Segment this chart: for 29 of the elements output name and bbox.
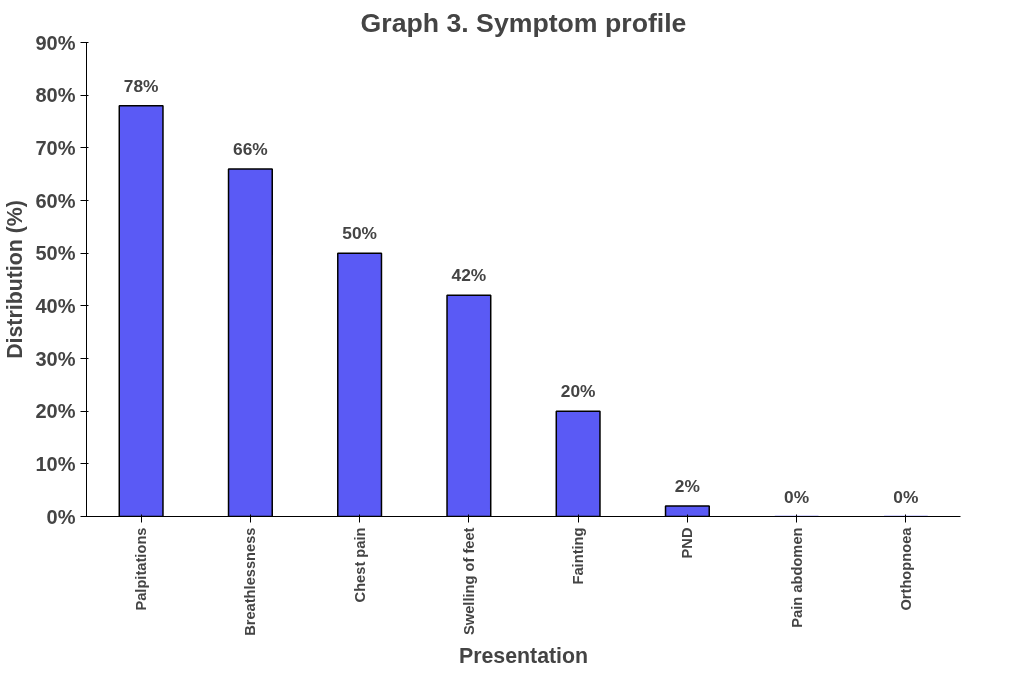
x-tick-label: Palpitations bbox=[133, 527, 150, 611]
x-tick-label: Chest pain bbox=[351, 527, 368, 603]
y-tick-label: 0% bbox=[46, 505, 76, 528]
chart-title: Graph 3. Symptom profile bbox=[360, 7, 687, 38]
data-label: 50% bbox=[342, 223, 377, 244]
x-tick-label: PND bbox=[679, 527, 696, 559]
y-tick-label: 20% bbox=[35, 400, 76, 423]
y-tick-label: 70% bbox=[35, 136, 76, 159]
data-label: 0% bbox=[784, 486, 810, 507]
x-tick-label: Fainting bbox=[570, 527, 587, 585]
data-label: 20% bbox=[560, 381, 596, 402]
y-axis-title: Distribution (%) bbox=[3, 200, 28, 359]
y-tick-label: 10% bbox=[35, 452, 76, 475]
x-tick-label: Breathlessness bbox=[242, 527, 259, 636]
data-label: 42% bbox=[451, 265, 487, 286]
data-label: 2% bbox=[674, 475, 700, 496]
x-tick-label: Swelling of feet bbox=[460, 527, 477, 635]
data-label: 0% bbox=[893, 486, 919, 507]
x-tick-label: Orthopnoea bbox=[897, 526, 914, 611]
data-label: 78% bbox=[123, 75, 159, 96]
y-tick-label: 80% bbox=[35, 84, 76, 107]
y-tick-label: 90% bbox=[35, 31, 76, 54]
x-axis-title: Presentation bbox=[458, 643, 589, 668]
y-tick-label: 50% bbox=[35, 242, 76, 265]
y-tick-label: 30% bbox=[35, 347, 76, 370]
data-label: 66% bbox=[233, 138, 268, 159]
x-tick-label: Pain abdomen bbox=[788, 527, 805, 628]
y-tick-label: 40% bbox=[35, 294, 76, 317]
y-tick-label: 60% bbox=[35, 189, 76, 212]
